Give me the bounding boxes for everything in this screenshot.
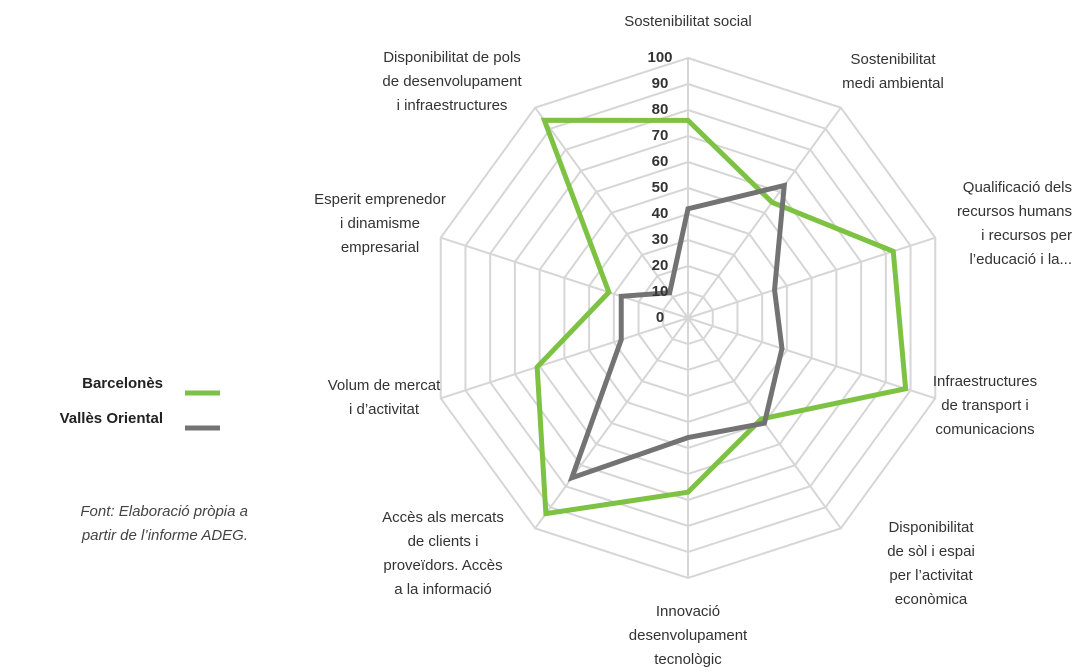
spoke <box>534 107 689 319</box>
tick-label: 90 <box>652 75 669 92</box>
tick-label: 60 <box>652 153 669 170</box>
axis-label: Sostenibilitat medi ambiental <box>842 51 944 92</box>
tick-label: 10 <box>652 283 669 300</box>
axis-label: Innovació desenvolupament tecnològic <box>628 603 748 668</box>
legend-label: Barcelonès <box>82 375 163 392</box>
spoke <box>687 317 936 400</box>
tick-label: 70 <box>652 127 669 144</box>
axis-label: Volum de mercat i d’activitat <box>327 377 441 418</box>
axis-label: Disponibilitat de sòl i espai per l’acti… <box>887 519 975 608</box>
tick-label: 40 <box>652 205 669 222</box>
spoke <box>440 236 689 319</box>
axis-label: Qualificació dels recursos humans i recu… <box>956 179 1072 268</box>
tick-label: 0 <box>656 309 664 326</box>
legend-label: Vallès Oriental <box>59 410 163 427</box>
tick-label: 80 <box>652 101 669 118</box>
axis-label: Accès als mercats de clients i proveïdor… <box>382 509 504 598</box>
tick-label: 20 <box>652 257 669 274</box>
source-note: Font: Elaboració pròpia a partir de l’in… <box>80 503 248 544</box>
axis-label: Esperit emprenedor i dinamisme empresari… <box>314 191 446 256</box>
spoke <box>534 317 689 529</box>
series-line <box>534 117 909 517</box>
axis-label: Sostenibilitat social <box>624 13 752 30</box>
series-line <box>567 182 788 482</box>
tick-label: 30 <box>652 231 669 248</box>
axis-label: Disponibilitat de pols de desenvolupamen… <box>382 49 522 114</box>
axis-label: Infraestructures de transport i comunica… <box>932 373 1038 438</box>
tick-label: 50 <box>652 179 669 196</box>
spoke <box>440 317 689 400</box>
spoke <box>687 107 842 319</box>
tick-label: 100 <box>647 49 672 66</box>
